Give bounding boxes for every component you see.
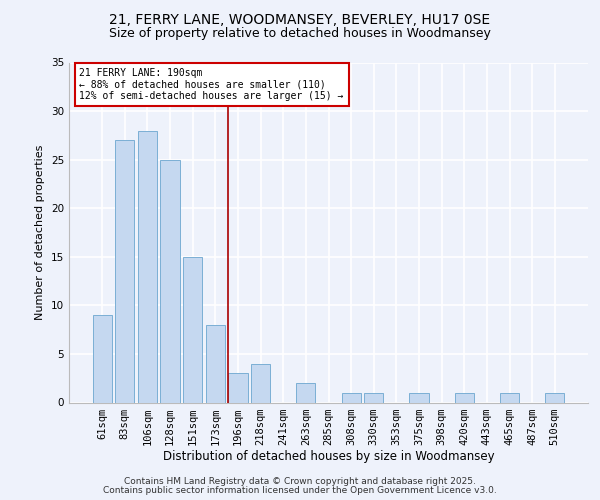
Y-axis label: Number of detached properties: Number of detached properties <box>35 145 46 320</box>
Bar <box>251 364 270 403</box>
Bar <box>229 374 248 402</box>
Bar <box>409 393 428 402</box>
Bar <box>206 325 225 402</box>
Text: Size of property relative to detached houses in Woodmansey: Size of property relative to detached ho… <box>109 28 491 40</box>
Text: 21 FERRY LANE: 190sqm
← 88% of detached houses are smaller (110)
12% of semi-det: 21 FERRY LANE: 190sqm ← 88% of detached … <box>79 68 344 101</box>
Bar <box>545 393 565 402</box>
Bar <box>455 393 474 402</box>
Bar <box>341 393 361 402</box>
Bar <box>138 130 157 402</box>
Bar <box>92 315 112 402</box>
X-axis label: Distribution of detached houses by size in Woodmansey: Distribution of detached houses by size … <box>163 450 494 464</box>
Bar <box>296 383 316 402</box>
Bar <box>115 140 134 402</box>
Text: Contains HM Land Registry data © Crown copyright and database right 2025.: Contains HM Land Registry data © Crown c… <box>124 477 476 486</box>
Bar <box>364 393 383 402</box>
Bar <box>183 257 202 402</box>
Bar <box>160 160 180 402</box>
Text: Contains public sector information licensed under the Open Government Licence v3: Contains public sector information licen… <box>103 486 497 495</box>
Bar <box>500 393 519 402</box>
Text: 21, FERRY LANE, WOODMANSEY, BEVERLEY, HU17 0SE: 21, FERRY LANE, WOODMANSEY, BEVERLEY, HU… <box>109 12 491 26</box>
